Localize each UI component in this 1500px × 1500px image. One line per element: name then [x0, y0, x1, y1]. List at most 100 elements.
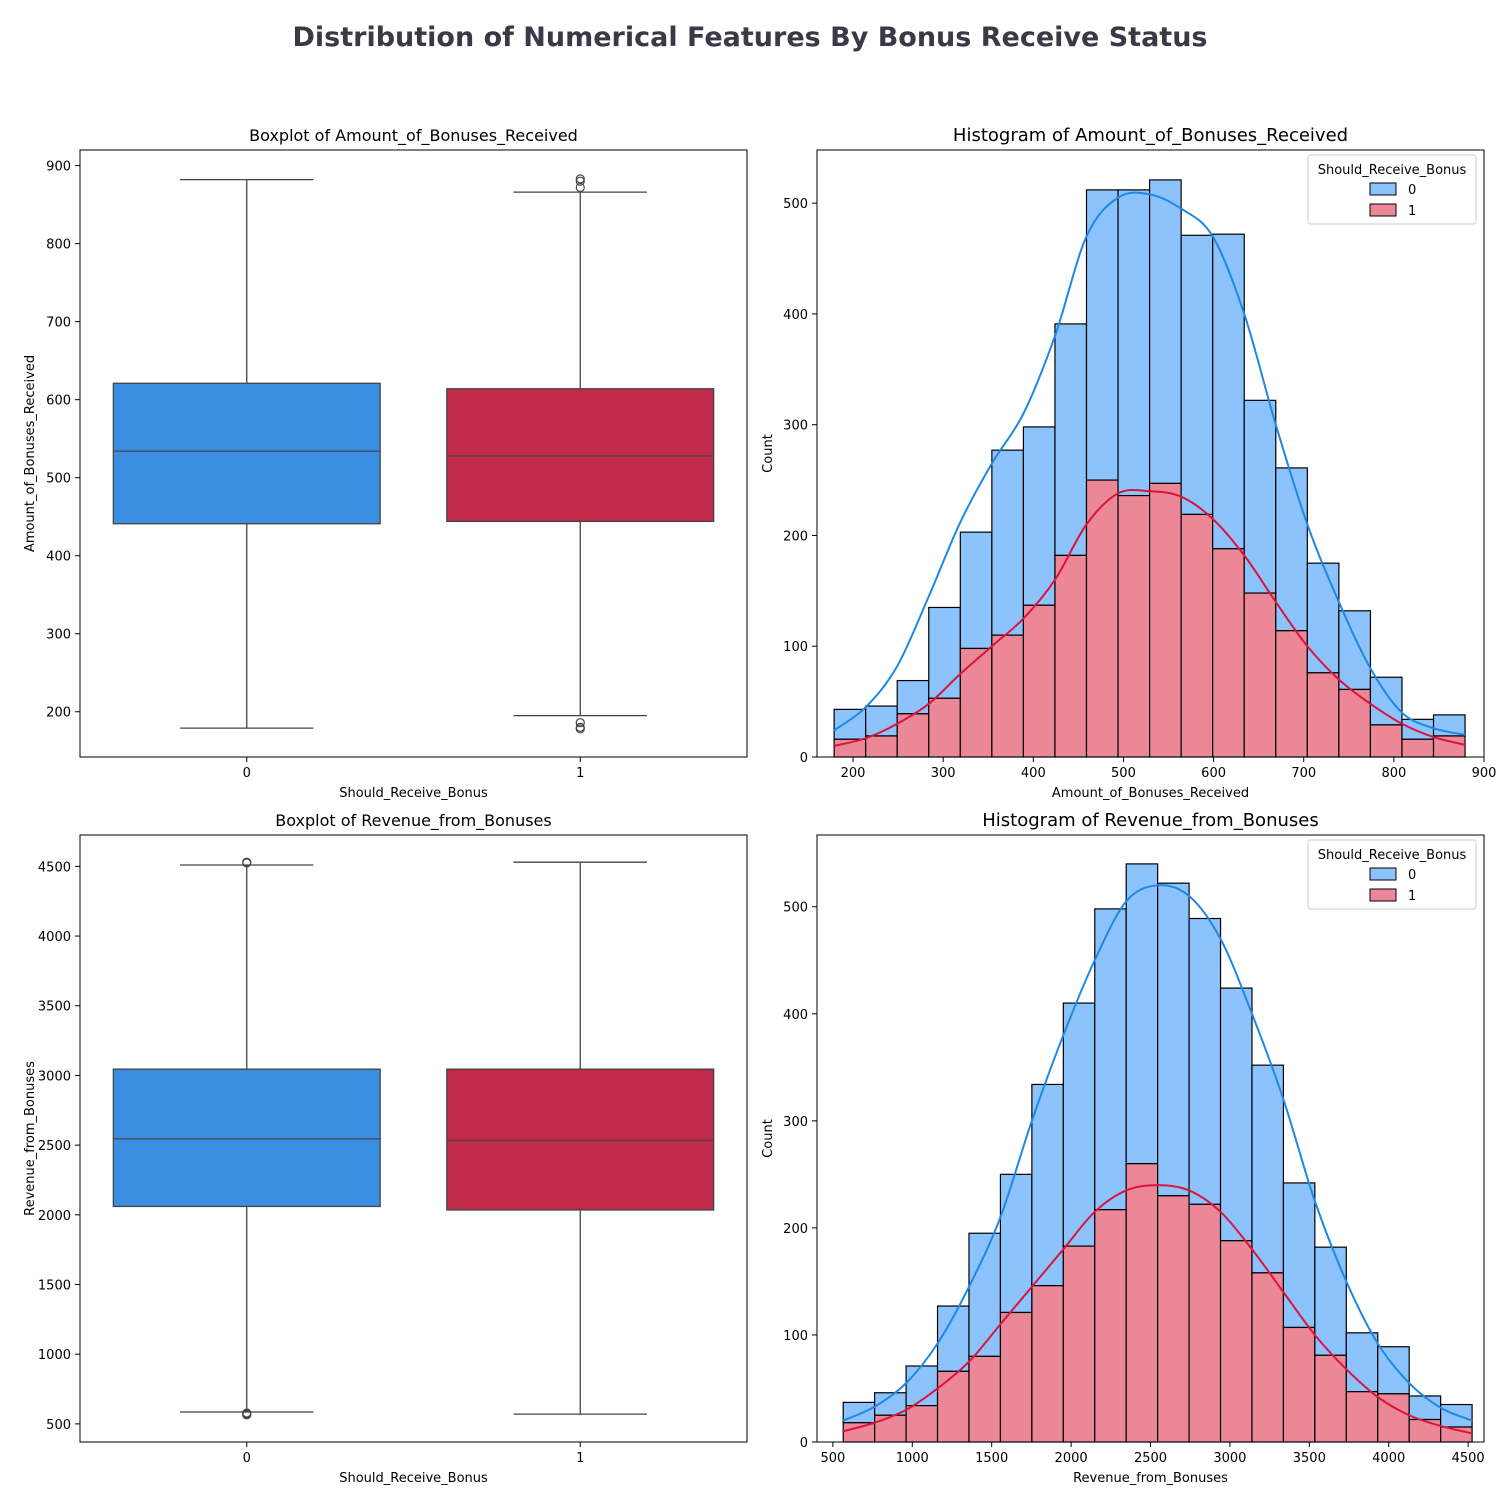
bar-class-1	[1243, 592, 1277, 758]
legend-swatch-1	[1369, 203, 1397, 217]
y-tick-label: 3000	[38, 1069, 71, 1084]
bar-class-1	[1219, 1240, 1253, 1443]
bar-class-1	[968, 1355, 1002, 1443]
y-tick-label: 600	[46, 394, 71, 409]
bar-class-1	[1282, 1326, 1316, 1443]
y-tick-label: 4500	[38, 860, 71, 875]
bar-class-1	[1117, 494, 1151, 758]
legend-title: Should_Receive_Bonus	[1318, 163, 1467, 178]
x-axis-label: Amount_of_Bonuses_Received	[1052, 786, 1249, 801]
y-tick-label: 100	[783, 640, 808, 655]
bar-class-0	[1062, 1002, 1096, 1247]
x-tick-label: 1500	[975, 1451, 1008, 1466]
y-tick-label: 200	[783, 1222, 808, 1237]
bar-class-1	[1306, 672, 1340, 758]
x-tick-label: 400	[1021, 766, 1046, 781]
legend: Should_Receive_Bonus 0 1	[1307, 839, 1477, 910]
y-tick-label: 300	[783, 419, 808, 434]
y-axis-label: Count	[761, 434, 776, 473]
bar-class-1	[1031, 1285, 1064, 1443]
y-tick-label: 400	[46, 550, 71, 565]
bar-class-0	[1157, 882, 1190, 1197]
bar-class-0	[1408, 1395, 1442, 1421]
x-tick-label: 600	[1201, 766, 1226, 781]
y-tick-label: 100	[783, 1329, 808, 1344]
iqr-box	[446, 1068, 715, 1211]
outlier-point	[575, 174, 585, 184]
legend: Should_Receive_Bonus 0 1	[1307, 154, 1477, 225]
x-tick-label: 4000	[1372, 1451, 1405, 1466]
bar-class-1	[1125, 1163, 1159, 1443]
outlier-point	[575, 718, 585, 728]
bar-class-1	[959, 647, 993, 758]
x-tick-label: 1000	[896, 1451, 929, 1466]
x-tick-label: 800	[1381, 766, 1406, 781]
bar-class-0	[1212, 233, 1245, 550]
y-tick-label: 900	[46, 160, 71, 175]
bar-class-0	[1054, 323, 1088, 557]
outlier-point	[575, 176, 585, 186]
legend-swatch-0	[1369, 182, 1397, 196]
x-tick-label: 3500	[1293, 1451, 1326, 1466]
legend-title: Should_Receive_Bonus	[1318, 848, 1467, 863]
bar-class-0	[1094, 908, 1127, 1211]
bar-class-0	[1314, 1246, 1347, 1356]
bar-class-1	[865, 735, 898, 758]
iqr-box	[446, 388, 715, 523]
x-tick-label: 1	[576, 766, 584, 781]
x-tick-label: 900	[1472, 766, 1497, 781]
bar-class-0	[1377, 1346, 1410, 1395]
x-tick-label: 500	[1111, 766, 1136, 781]
y-tick-label: 4000	[38, 930, 71, 945]
y-tick-label: 400	[783, 1008, 808, 1023]
bar-class-1	[1094, 1209, 1127, 1443]
x-tick-label: 1	[576, 1451, 584, 1466]
x-tick-label: 700	[1291, 766, 1316, 781]
bar-class-0	[1085, 189, 1119, 481]
x-tick-label: 3000	[1213, 1451, 1246, 1466]
subplot-1: Boxplot of Amount_of_Bonuses_Received 0 1 2…	[23, 126, 748, 801]
y-axis-label: Amount_of_Bonuses_Received	[23, 355, 38, 552]
x-axis-label: Should_Receive_Bonus	[339, 1471, 488, 1486]
x-tick-label: 0	[243, 766, 251, 781]
y-tick-label: 200	[46, 706, 71, 721]
bar-class-1	[1062, 1245, 1096, 1443]
box-1	[446, 174, 715, 734]
bar-class-0	[1188, 917, 1222, 1205]
y-tick-label: 2500	[38, 1139, 71, 1154]
bar-class-0	[1117, 189, 1151, 497]
bar-class-1	[1180, 513, 1214, 758]
bar-class-0	[1219, 987, 1253, 1242]
box-0	[112, 857, 381, 1420]
bar-class-0	[1251, 1064, 1285, 1274]
bar-class-1	[1369, 724, 1403, 758]
bar-class-0	[896, 679, 930, 715]
bar-class-1	[936, 1370, 970, 1443]
y-tick-label: 0	[800, 1436, 808, 1451]
subplot-2: Histogram of Amount_of_Bonuses_Received 2…	[761, 125, 1496, 801]
kde-line-0	[842, 884, 1473, 1422]
axes-frame	[79, 834, 748, 1443]
outlier-point	[242, 857, 252, 867]
box-0	[112, 178, 381, 729]
legend-swatch-1	[1369, 888, 1397, 902]
box-1	[446, 861, 715, 1415]
bar-class-0	[991, 449, 1025, 636]
y-tick-label: 700	[46, 316, 71, 331]
x-tick-label: 2000	[1055, 1451, 1088, 1466]
bar-class-0	[999, 1173, 1033, 1314]
x-tick-label: 0	[243, 1451, 251, 1466]
subplot-title: Histogram of Amount_of_Bonuses_Received	[953, 125, 1348, 146]
bar-class-0	[1148, 179, 1182, 485]
y-axis-label: Count	[761, 1119, 776, 1158]
x-tick-label: 4500	[1452, 1451, 1485, 1466]
histogram-bars	[842, 863, 1473, 1443]
figure-title: Distribution of Numerical Features By Bo…	[292, 22, 1208, 53]
outlier-point	[575, 722, 585, 732]
legend-swatch-0	[1369, 867, 1397, 881]
subplot-title: Boxplot of Revenue_from_Bonuses	[275, 811, 551, 831]
bar-class-1	[1314, 1354, 1347, 1443]
bar-class-1	[1212, 548, 1245, 758]
